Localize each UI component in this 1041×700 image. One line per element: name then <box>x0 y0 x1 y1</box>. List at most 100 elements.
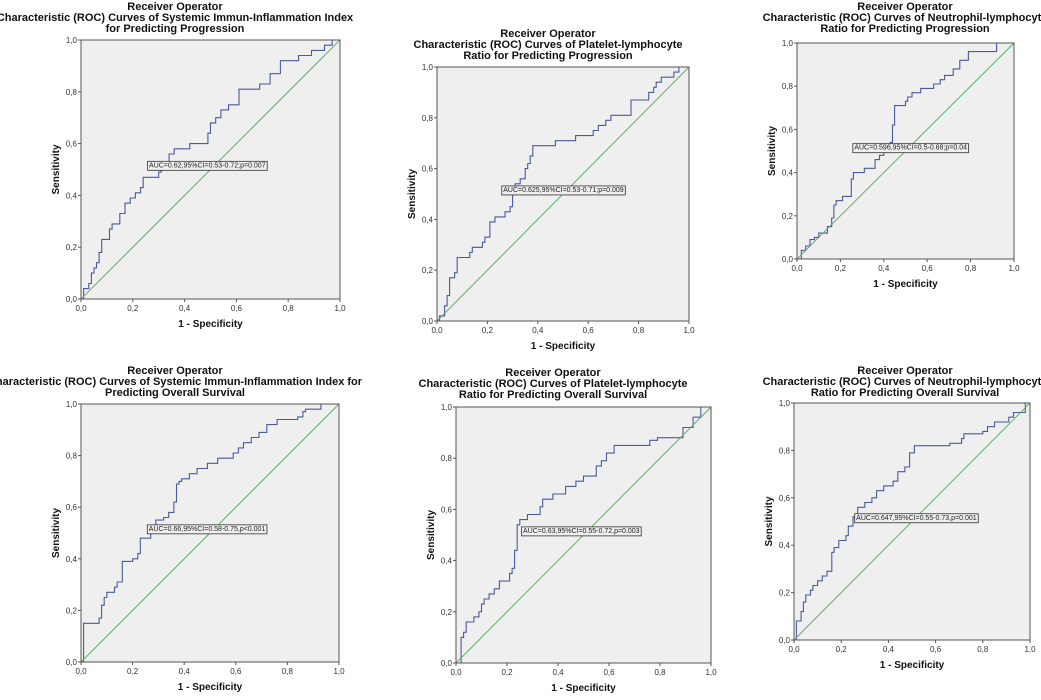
y-tick-label: 0,0 <box>782 255 794 264</box>
x-tick-label: 0,4 <box>878 264 890 273</box>
chart-title-line: Predicting Overall Survival <box>104 387 245 399</box>
x-axis-label: 1 - Specificity <box>531 341 596 352</box>
chart-title-line: Characteristic (ROC) Curves of Platelet-… <box>418 378 688 390</box>
x-axis-label: 1 - Specificity <box>551 683 616 694</box>
x-tick-label: 0,8 <box>633 326 645 335</box>
y-tick-label: 0,6 <box>66 503 78 512</box>
x-tick-label: 0,8 <box>283 304 295 313</box>
x-tick-label: 0,6 <box>603 668 615 677</box>
chart-title-line: Ratio for Predicting Overall Survival <box>810 387 1000 399</box>
chart-title-line: Receiver Operator <box>127 365 223 377</box>
auc-annotation: AUC=0.625,95%CI=0.53-0.71;p=0.009 <box>501 185 626 196</box>
plot-frame <box>80 403 340 663</box>
x-tick-label: 1,0 <box>683 326 695 335</box>
y-tick-label: 0,2 <box>779 589 791 598</box>
y-tick-label: 0,2 <box>66 243 78 252</box>
roc-chart-2: 0,0 0,2 0,4 0,6 0,8 1,0 0,0 0,2 0,4 0,6 0,8 1,0 1 - … <box>407 63 695 352</box>
roc-curve-line <box>794 402 1030 641</box>
chart-title-line: Receiver Operator <box>505 367 601 379</box>
auc-annotation-text: AUC=0.66,95%CI=0.58-0.75,p<0.001 <box>149 526 266 533</box>
y-tick-label: 0,2 <box>441 608 453 617</box>
x-tick-label: 0,0 <box>791 264 803 273</box>
x-tick-label: 0,2 <box>501 668 513 677</box>
y-tick-label: 0,8 <box>441 454 453 463</box>
auc-annotation-text: AUC=0.647,95%CI=0.55-0.73,p=0.001 <box>856 515 977 522</box>
x-tick-label: 0,2 <box>127 667 139 676</box>
auc-annotation-box <box>852 143 970 154</box>
auc-annotation-text: AUC=0.62,95%CI=0.53-0.72;p=0.007 <box>149 162 266 169</box>
y-tick-label: 1,0 <box>422 63 434 72</box>
chart-title-line: Characteristic (ROC) Curves of Platelet-… <box>413 39 683 51</box>
auc-annotation: AUC=0.596,95%CI=0.5-0.68;p=0.04 <box>852 143 970 154</box>
x-tick-label: 0,8 <box>282 667 294 676</box>
x-axis-label: 1 - Specificity <box>178 319 243 330</box>
y-tick-label: 0,0 <box>422 317 434 326</box>
auc-annotation: AUC=0.647,95%CI=0.55-0.73,p=0.001 <box>854 513 979 524</box>
chart-title: Receiver Operator Characteristic (ROC) Cu… <box>414 29 683 62</box>
y-tick-label: 1,0 <box>441 403 453 412</box>
y-tick-label: 0,6 <box>422 165 434 174</box>
roc-curve-line <box>456 406 711 664</box>
x-tick-label: 1,0 <box>334 304 346 313</box>
roc-chart-3: 0,0 0,2 0,4 0,6 0,8 1,0 0,0 0,2 0,4 0,6 0,8 1,0 1 - … <box>767 39 1020 290</box>
roc-chart-4: 0,0 0,2 0,4 0,6 0,8 1,0 0,0 0,2 0,4 0,6 0,8 1,0 1 - … <box>51 400 345 693</box>
chart-title-line: Receiver Operator <box>127 1 223 13</box>
auc-annotation-box <box>521 526 642 537</box>
y-tick-label: 0,4 <box>66 191 78 200</box>
x-tick-label: 0,0 <box>788 645 800 654</box>
auc-annotation: AUC=0.66,95%CI=0.58-0.75,p<0.001 <box>146 524 268 535</box>
x-tick-label: 0,8 <box>965 264 977 273</box>
roc-curve-line <box>797 42 1008 260</box>
chart-title-line: Characteristic (ROC) Curves of Systemic … <box>0 12 354 24</box>
chart-title: Receiver Operator Characteristic (ROC) Cu… <box>419 368 688 401</box>
plot-frame <box>455 406 712 664</box>
auc-annotation-text: AUC=0.596,95%CI=0.5-0.68;p=0.04 <box>854 145 967 152</box>
plot-frame <box>436 66 690 322</box>
y-tick-label: 0,0 <box>441 659 453 668</box>
x-tick-label: 1,0 <box>333 667 345 676</box>
y-tick-label: 0,2 <box>422 266 434 275</box>
y-axis-label: Sensitivity <box>51 144 62 194</box>
chart-title-line: Receiver Operator <box>857 365 953 377</box>
y-tick-label: 0,4 <box>779 541 791 550</box>
x-tick-label: 0,6 <box>922 264 934 273</box>
roc-curve-line <box>81 403 334 663</box>
x-tick-label: 0,4 <box>552 668 564 677</box>
y-tick-label: 0,0 <box>66 658 78 667</box>
plot-frame <box>793 402 1031 641</box>
roc-chart-1: 0,0 0,2 0,4 0,6 0,8 1,0 0,0 0,2 0,4 0,6 0,8 1,0 1 - … <box>51 36 346 330</box>
y-tick-label: 0,4 <box>441 557 453 566</box>
x-axis-label: 1 - Specificity <box>873 279 938 290</box>
y-tick-label: 1,0 <box>66 400 78 409</box>
y-tick-label: 0,2 <box>66 606 78 615</box>
x-tick-label: 0,6 <box>583 326 595 335</box>
y-axis-label: Sensitivity <box>407 169 418 219</box>
y-axis-label: Sensitivity <box>767 126 778 176</box>
chart-title-line: Ratio for Predicting Progression <box>820 23 990 35</box>
x-tick-label: 0,6 <box>230 667 242 676</box>
chart-title-line: Ratio for Predicting Progression <box>463 50 633 62</box>
y-axis-label: Sensitivity <box>764 496 775 546</box>
y-tick-label: 0,6 <box>66 140 78 149</box>
x-tick-label: 0,0 <box>431 326 443 335</box>
chart-title-line: Ratio for Predicting Overall Survival <box>458 389 648 401</box>
y-tick-label: 1,0 <box>66 36 78 45</box>
y-tick-label: 0,6 <box>782 125 794 134</box>
y-tick-label: 0,8 <box>66 452 78 461</box>
y-tick-label: 0,8 <box>782 82 794 91</box>
y-tick-label: 0,4 <box>66 555 78 564</box>
x-tick-label: 0,4 <box>179 304 191 313</box>
x-tick-label: 0,8 <box>977 645 989 654</box>
x-tick-label: 0,8 <box>654 668 666 677</box>
x-tick-label: 1,0 <box>1008 264 1020 273</box>
chart-title: Receiver Operator Characteristic (ROC) Cu… <box>763 366 1041 399</box>
roc-curve-line <box>437 66 689 322</box>
auc-annotation-text: AUC=0.63,95%CI=0.55-0.72,p=0.003 <box>523 528 640 535</box>
x-tick-label: 0,2 <box>836 645 848 654</box>
y-axis-label: Sensitivity <box>51 508 62 558</box>
y-tick-label: 0,0 <box>779 636 791 645</box>
y-tick-label: 0,4 <box>782 169 794 178</box>
y-tick-label: 1,0 <box>779 399 791 408</box>
y-tick-label: 0,0 <box>66 295 78 304</box>
